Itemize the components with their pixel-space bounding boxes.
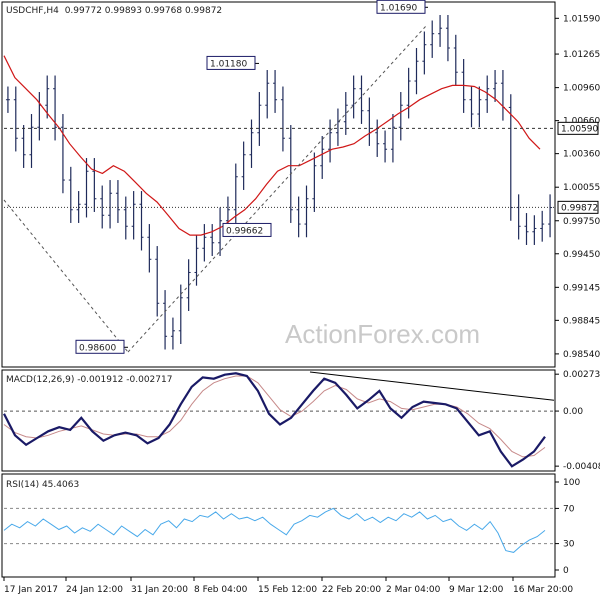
price-y-tick-label: 0.98540 — [563, 350, 600, 360]
price-y-tick-label: 1.01265 — [563, 50, 600, 60]
rsi-y-tick-label: 0 — [563, 566, 569, 576]
rsi-panel-frame — [1, 473, 556, 578]
price-y-tick-label: 1.01590 — [563, 14, 600, 24]
price-y-tick-label: 0.99750 — [563, 217, 600, 227]
x-tick-label: 16 Mar 20:00 — [513, 585, 573, 595]
x-tick-label: 2 Mar 04:00 — [386, 585, 441, 595]
price-trendline — [3, 199, 129, 353]
ohlc-values: 0.99772 0.99893 0.99768 0.99872 — [65, 6, 222, 16]
x-tick-label: 22 Feb 20:00 — [322, 585, 381, 595]
rsi-title: RSI(14) 45.4063 — [6, 480, 79, 490]
price-y-tick-label: 1.00055 — [563, 183, 600, 193]
symbol-label: USDCHF,H4 — [6, 6, 59, 16]
rsi-y-tick-label: 100 — [563, 478, 580, 488]
price-y-tick-label: 1.00660 — [563, 117, 600, 127]
annotation-label: 0.99662 — [226, 226, 263, 236]
price-y-tick-label: 1.00360 — [563, 150, 600, 160]
annotation-box — [376, 0, 426, 14]
macd-title: MACD(12,26,9) -0.001912 -0.002717 — [6, 375, 172, 385]
x-tick-label: 17 Jan 2017 — [4, 585, 58, 595]
watermark: ActionForex.com — [285, 319, 480, 349]
macd-y-tick-label: 0.002738 — [563, 370, 600, 380]
macd-line — [3, 372, 546, 468]
x-tick-label: 8 Feb 04:00 — [194, 585, 248, 595]
rsi-y-tick-label: 30 — [563, 540, 575, 550]
price-y-tick-label: 0.99145 — [563, 283, 600, 293]
annotation-box — [75, 339, 125, 354]
annotation-label: 1.01690 — [380, 3, 417, 13]
price-y-tick-label: 0.99450 — [563, 250, 600, 260]
rsi-line — [3, 507, 546, 553]
x-tick-label: 31 Jan 20:00 — [131, 585, 188, 595]
macd-trendline — [309, 371, 555, 401]
macd-panel-frame — [1, 369, 556, 472]
level-badge — [557, 200, 599, 214]
macd-y-tick-label: -0.004088 — [563, 462, 600, 472]
level-badge-label: 1.00590 — [561, 124, 598, 134]
price-panel-frame — [1, 1, 556, 368]
x-tick-label: 9 Mar 12:00 — [449, 585, 504, 595]
moving-average-line — [3, 55, 541, 236]
price-header: USDCHF,H4 0.99772 0.99893 0.99768 0.9987… — [6, 6, 222, 16]
price-y-tick-label: 1.00960 — [563, 84, 600, 94]
price-y-tick-label: 0.98845 — [563, 316, 600, 326]
level-badge-label: 0.99872 — [561, 203, 598, 213]
price-trendline — [127, 25, 427, 353]
annotation-box — [222, 222, 272, 237]
macd-y-tick-label: 0.00 — [563, 407, 583, 417]
x-tick-label: 24 Jan 12:00 — [66, 585, 123, 595]
annotation-box — [206, 55, 256, 70]
rsi-y-tick-label: 70 — [563, 504, 575, 514]
chart-marks: 1.01590 1.01265 1.00960 1.00660 1.00360 1.000… — [3, 0, 600, 595]
x-tick-label: 15 Feb 12:00 — [258, 585, 317, 595]
level-badge — [557, 121, 599, 135]
annotation-label: 0.98600 — [79, 343, 116, 353]
annotation-label: 1.01180 — [210, 59, 247, 69]
